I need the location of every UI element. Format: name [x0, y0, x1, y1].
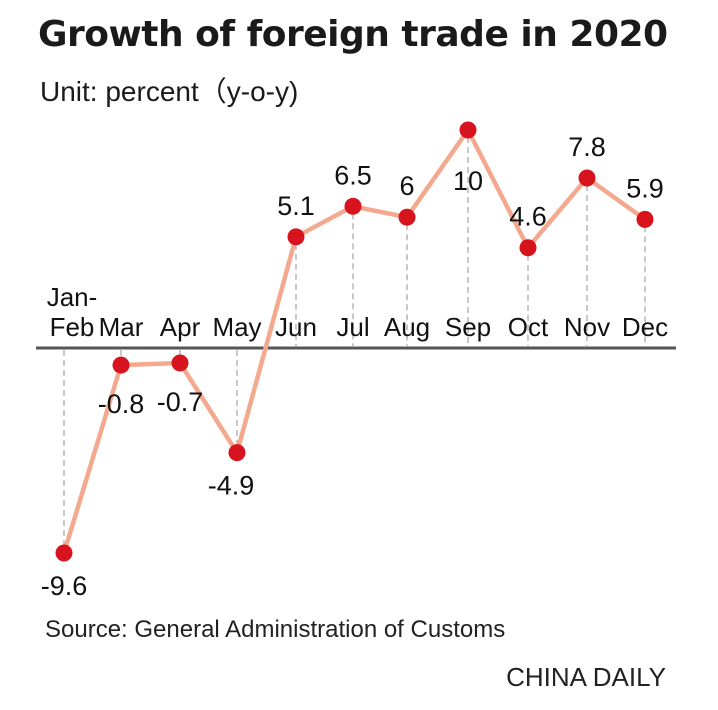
- data-label: 6: [399, 171, 414, 201]
- data-point: [171, 354, 189, 372]
- data-label: -4.9: [208, 471, 255, 501]
- x-tick-label: Jul: [336, 312, 369, 342]
- data-label: -9.6: [41, 571, 88, 601]
- data-point: [578, 169, 596, 187]
- data-point: [344, 197, 362, 215]
- source-note: Source: General Administration of Custom…: [45, 616, 506, 643]
- data-label: 5.9: [626, 173, 664, 203]
- x-tick-label: Mar: [99, 312, 144, 342]
- data-point: [519, 239, 537, 257]
- data-point: [55, 544, 73, 562]
- x-tick-label: Nov: [564, 312, 610, 342]
- chart-subtitle: Unit: percent（y-o-y): [40, 76, 299, 107]
- x-tick-label: May: [212, 312, 261, 342]
- data-point: [398, 208, 416, 226]
- data-label: 10: [453, 166, 483, 196]
- data-point: [636, 210, 654, 228]
- data-label: -0.8: [98, 389, 145, 419]
- data-label: 7.8: [568, 132, 606, 162]
- data-point: [287, 228, 305, 246]
- x-tick-label: Aug: [384, 312, 430, 342]
- data-point: [459, 121, 477, 139]
- data-label: 5.1: [277, 191, 315, 221]
- data-point: [228, 444, 246, 462]
- data-label: 6.5: [334, 160, 372, 190]
- data-label: 4.6: [509, 202, 547, 232]
- x-tick-label: Dec: [622, 312, 668, 342]
- x-tick-label: Jun: [275, 312, 317, 342]
- x-tick-label: Sep: [445, 312, 491, 342]
- publisher-credit: CHINA DAILY: [506, 662, 666, 692]
- x-tick-label: Apr: [160, 312, 201, 342]
- data-label: -0.7: [157, 387, 204, 417]
- chart-title: Growth of foreign trade in 2020: [38, 14, 668, 55]
- x-tick-label: Oct: [508, 312, 549, 342]
- data-point: [112, 356, 130, 374]
- x-tick-label: Jan-Feb: [47, 282, 98, 342]
